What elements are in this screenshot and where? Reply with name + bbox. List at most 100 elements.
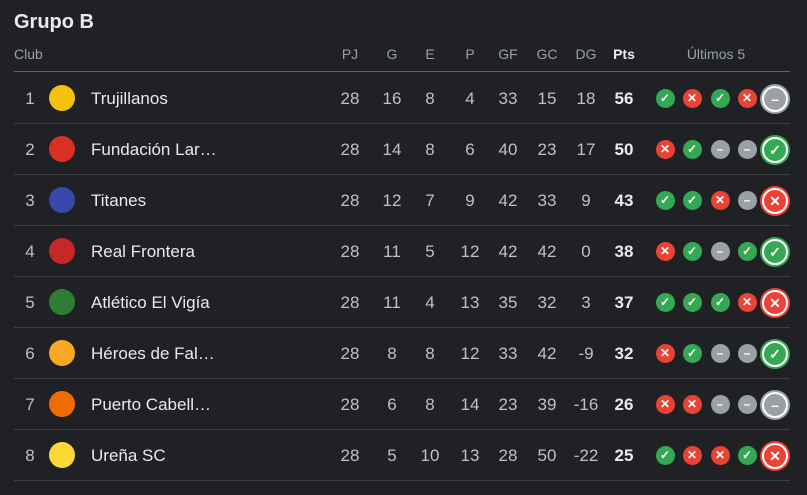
cell-p: 12 <box>460 242 480 261</box>
team-name[interactable]: Héroes de Fal… <box>91 344 215 363</box>
win-icon[interactable]: ✓ <box>655 446 675 465</box>
table-row[interactable]: 1 Trujillanos 28 16 8 4 33 15 18 56 ✓ ✕ ✓ ✕ – <box>14 73 790 124</box>
cell-pj: 28 <box>340 395 360 414</box>
cell-g: 11 <box>383 242 401 261</box>
cell-p: 12 <box>460 344 480 363</box>
header-gf: GF <box>498 46 518 62</box>
loss-icon[interactable]: ✕ <box>655 140 675 159</box>
draw-icon[interactable]: – <box>710 140 730 159</box>
cell-pj: 28 <box>340 293 360 312</box>
loss-icon[interactable]: ✕ <box>682 395 702 414</box>
win-icon[interactable]: ✓ <box>655 191 675 210</box>
win-icon[interactable]: ✓ <box>682 344 702 363</box>
table-row[interactable]: 3 Titanes 28 12 7 9 42 33 9 43 ✓ ✓ ✕ – ✕ <box>14 175 790 226</box>
win-icon[interactable]: ✓ <box>655 293 675 312</box>
win-icon[interactable]: ✓ <box>710 89 730 108</box>
cell-dg: 3 <box>581 293 591 312</box>
loss-icon[interactable]: ✕ <box>762 443 788 469</box>
team-name[interactable]: Real Frontera <box>91 242 195 261</box>
win-icon[interactable]: ✓ <box>737 242 757 261</box>
cell-pts: 37 <box>614 293 634 312</box>
draw-icon[interactable]: – <box>710 395 730 414</box>
team-name[interactable]: Ureña SC <box>91 446 166 465</box>
team-logo <box>49 340 75 366</box>
rank: 5 <box>25 293 35 312</box>
cell-dg: 18 <box>576 89 596 108</box>
win-icon[interactable]: ✓ <box>762 341 788 367</box>
cell-e: 10 <box>420 446 440 465</box>
draw-icon[interactable]: – <box>710 344 730 363</box>
win-icon[interactable]: ✓ <box>682 242 702 261</box>
draw-icon[interactable]: – <box>762 86 788 112</box>
draw-icon[interactable]: – <box>737 191 757 210</box>
win-icon[interactable]: ✓ <box>762 239 788 265</box>
cell-gf: 40 <box>498 140 518 159</box>
cell-e: 8 <box>425 395 435 414</box>
team-logo <box>49 85 75 111</box>
cell-g: 11 <box>383 293 401 312</box>
table-row[interactable]: 4 Real Frontera 28 11 5 12 42 42 0 38 ✕ ✓ – ✓ ✓ <box>14 226 790 277</box>
win-icon[interactable]: ✓ <box>682 191 702 210</box>
loss-icon[interactable]: ✕ <box>710 446 730 465</box>
cell-gf: 35 <box>498 293 518 312</box>
table-row[interactable]: 6 Héroes de Fal… 28 8 8 12 33 42 -9 32 ✕ ✓ – – ✓ <box>14 328 790 379</box>
cell-dg: 0 <box>581 242 591 261</box>
loss-icon[interactable]: ✕ <box>762 188 788 214</box>
cell-p: 14 <box>460 395 480 414</box>
team-logo <box>49 187 75 213</box>
header-gc: GC <box>536 46 558 62</box>
loss-icon[interactable]: ✕ <box>737 293 757 312</box>
cell-gc: 42 <box>537 344 557 363</box>
team-name[interactable]: Fundación Lar… <box>91 140 217 159</box>
cell-p: 13 <box>460 446 480 465</box>
cell-pts: 50 <box>614 140 634 159</box>
team-name[interactable]: Titanes <box>91 191 147 210</box>
cell-gc: 15 <box>537 89 557 108</box>
header-last5: Últimos 5 <box>686 46 746 62</box>
header-pts: Pts <box>613 46 635 62</box>
win-icon[interactable]: ✓ <box>710 293 730 312</box>
win-icon[interactable]: ✓ <box>762 137 788 163</box>
cell-gc: 50 <box>537 446 557 465</box>
team-name[interactable]: Trujillanos <box>91 89 168 108</box>
loss-icon[interactable]: ✕ <box>682 89 702 108</box>
loss-icon[interactable]: ✕ <box>710 191 730 210</box>
win-icon[interactable]: ✓ <box>655 89 675 108</box>
draw-icon[interactable]: – <box>710 242 730 261</box>
cell-dg: -9 <box>578 344 594 363</box>
team-name[interactable]: Atlético El Vigía <box>91 293 210 312</box>
win-icon[interactable]: ✓ <box>682 140 702 159</box>
draw-icon[interactable]: – <box>737 140 757 159</box>
table-row[interactable]: 5 Atlético El Vigía 28 11 4 13 35 32 3 37 ✓ ✓ ✓ ✕ ✕ <box>14 277 790 328</box>
loss-icon[interactable]: ✕ <box>762 290 788 316</box>
cell-gc: 32 <box>537 293 557 312</box>
cell-gf: 42 <box>498 191 518 210</box>
table-row[interactable]: 8 Ureña SC 28 5 10 13 28 50 -22 25 ✓ ✕ ✕ ✓ ✕ <box>14 430 790 481</box>
draw-icon[interactable]: – <box>762 392 788 418</box>
cell-g: 6 <box>387 395 397 414</box>
loss-icon[interactable]: ✕ <box>655 242 675 261</box>
team-logo <box>49 136 75 162</box>
cell-p: 6 <box>465 140 475 159</box>
cell-pj: 28 <box>340 446 360 465</box>
team-name[interactable]: Puerto Cabell… <box>91 395 212 414</box>
rank: 3 <box>25 191 35 210</box>
cell-pj: 28 <box>340 242 360 261</box>
cell-e: 8 <box>425 89 435 108</box>
loss-icon[interactable]: ✕ <box>655 344 675 363</box>
cell-gc: 33 <box>537 191 557 210</box>
table-row[interactable]: 7 Puerto Cabell… 28 6 8 14 23 39 -16 26 ✕ ✕ – – – <box>14 379 790 430</box>
team-logo <box>49 238 75 264</box>
cell-pj: 28 <box>340 191 360 210</box>
win-icon[interactable]: ✓ <box>737 446 757 465</box>
loss-icon[interactable]: ✕ <box>655 395 675 414</box>
table-row[interactable]: 2 Fundación Lar… 28 14 8 6 40 23 17 50 ✕ ✓ – – ✓ <box>14 124 790 175</box>
loss-icon[interactable]: ✕ <box>682 446 702 465</box>
team-logo <box>49 442 75 468</box>
header-p: P <box>465 46 475 62</box>
cell-p: 4 <box>465 89 475 108</box>
win-icon[interactable]: ✓ <box>682 293 702 312</box>
draw-icon[interactable]: – <box>737 344 757 363</box>
loss-icon[interactable]: ✕ <box>737 89 757 108</box>
draw-icon[interactable]: – <box>737 395 757 414</box>
